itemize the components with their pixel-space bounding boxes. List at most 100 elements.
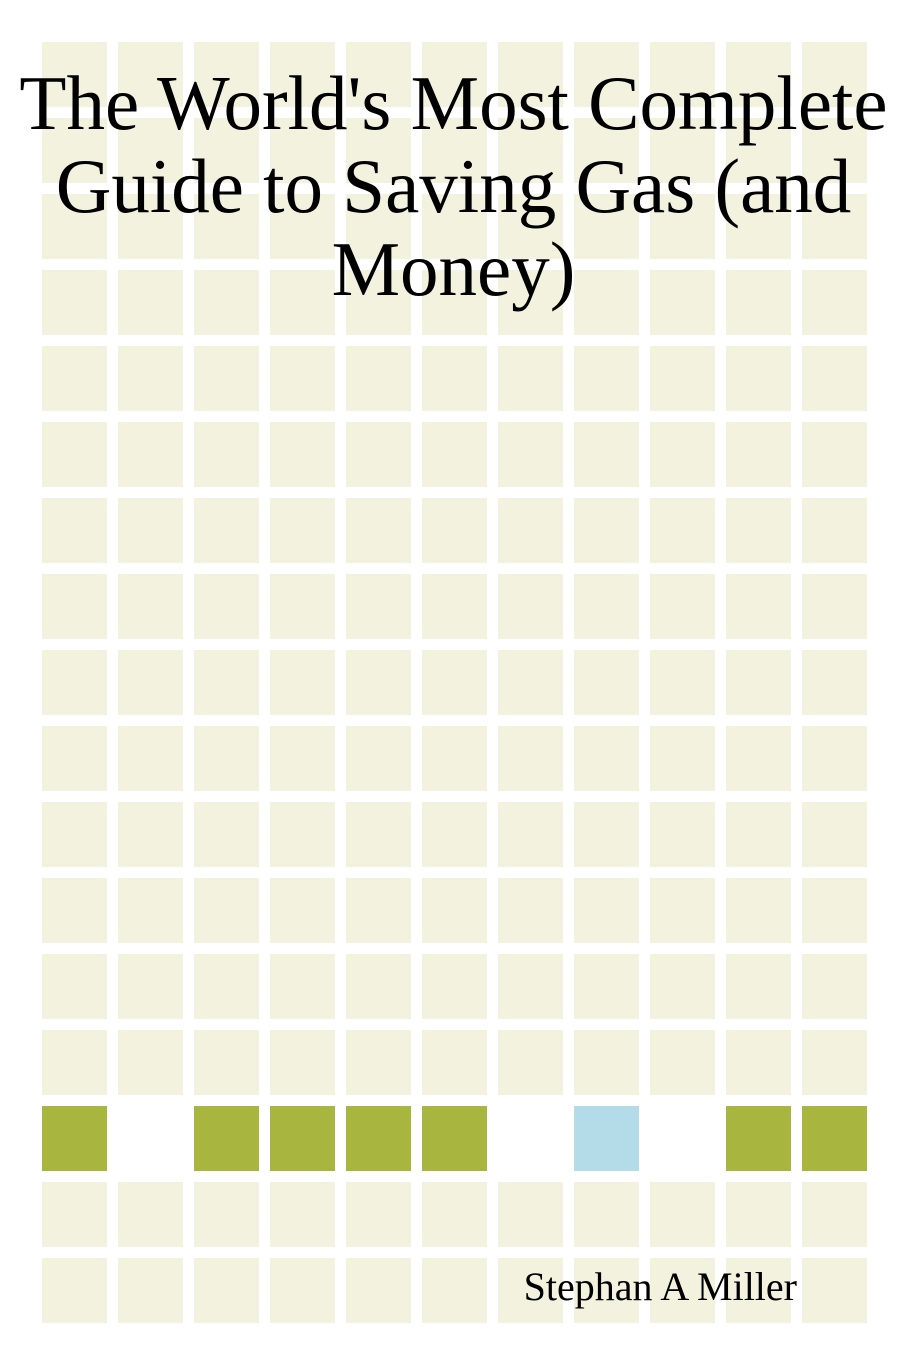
grid-tile (346, 422, 411, 487)
grid-tile (574, 1182, 639, 1247)
grid-tile (726, 346, 791, 411)
grid-tile (270, 1106, 335, 1171)
grid-tile (42, 650, 107, 715)
author-name: Stephan A Miller (524, 1263, 797, 1310)
grid-tile (802, 802, 867, 867)
grid-tile (42, 574, 107, 639)
grid-tile (802, 1182, 867, 1247)
grid-tile (270, 1258, 335, 1323)
grid-tile (194, 346, 259, 411)
grid-tile (42, 726, 107, 791)
grid-tile (650, 1106, 715, 1171)
grid-tile (118, 1258, 183, 1323)
grid-tile (726, 726, 791, 791)
grid-tile (574, 1030, 639, 1095)
grid-tile (726, 802, 791, 867)
grid-tile (726, 574, 791, 639)
grid-tile (422, 954, 487, 1019)
grid-tile (194, 498, 259, 563)
grid-tile (346, 574, 411, 639)
grid-tile (498, 422, 563, 487)
grid-tile (194, 1106, 259, 1171)
grid-tile (270, 650, 335, 715)
grid-tile (118, 954, 183, 1019)
grid-tile (726, 878, 791, 943)
grid-tile (498, 802, 563, 867)
grid-tile (650, 650, 715, 715)
grid-tile (118, 878, 183, 943)
grid-tile (118, 650, 183, 715)
grid-tile (194, 802, 259, 867)
grid-tile (574, 574, 639, 639)
grid-tile (42, 1258, 107, 1323)
grid-tile (118, 574, 183, 639)
grid-tile (346, 726, 411, 791)
grid-tile (498, 574, 563, 639)
grid-tile (194, 954, 259, 1019)
grid-tile (574, 1106, 639, 1171)
grid-tile (422, 1030, 487, 1095)
grid-tile (346, 1030, 411, 1095)
grid-tile (42, 954, 107, 1019)
grid-tile (498, 1106, 563, 1171)
grid-tile (422, 1182, 487, 1247)
grid-tile (346, 498, 411, 563)
grid-tile (498, 878, 563, 943)
grid-tile (42, 1182, 107, 1247)
grid-tile (346, 650, 411, 715)
grid-tile (422, 346, 487, 411)
grid-tile (422, 422, 487, 487)
grid-tile (802, 954, 867, 1019)
grid-tile (802, 422, 867, 487)
grid-tile (650, 498, 715, 563)
grid-tile (422, 878, 487, 943)
grid-tile (726, 498, 791, 563)
grid-tile (650, 802, 715, 867)
grid-tile (650, 422, 715, 487)
grid-tile (422, 802, 487, 867)
grid-tile (802, 878, 867, 943)
grid-tile (498, 954, 563, 1019)
grid-tile (346, 1182, 411, 1247)
grid-tile (194, 1030, 259, 1095)
grid-tile (726, 1182, 791, 1247)
grid-tile (574, 878, 639, 943)
grid-tile (422, 574, 487, 639)
grid-tile (346, 802, 411, 867)
grid-tile (118, 422, 183, 487)
grid-tile (346, 878, 411, 943)
grid-tile (802, 1106, 867, 1171)
grid-tile (270, 1182, 335, 1247)
grid-tile (194, 422, 259, 487)
grid-tile (118, 802, 183, 867)
grid-tile (118, 726, 183, 791)
grid-tile (802, 1030, 867, 1095)
grid-tile (650, 346, 715, 411)
grid-tile (498, 498, 563, 563)
grid-tile (42, 1030, 107, 1095)
grid-tile (574, 954, 639, 1019)
grid-tile (118, 498, 183, 563)
grid-tile (650, 1182, 715, 1247)
grid-tile (346, 1258, 411, 1323)
grid-tile (498, 1030, 563, 1095)
grid-tile (118, 346, 183, 411)
grid-tile (422, 1258, 487, 1323)
grid-tile (346, 346, 411, 411)
grid-tile (802, 498, 867, 563)
grid-tile (270, 346, 335, 411)
grid-tile (42, 802, 107, 867)
grid-tile (422, 1106, 487, 1171)
grid-tile (574, 422, 639, 487)
grid-tile (726, 1106, 791, 1171)
grid-tile (270, 574, 335, 639)
grid-tile (270, 878, 335, 943)
grid-tile (194, 574, 259, 639)
grid-tile (194, 1258, 259, 1323)
grid-tile (650, 726, 715, 791)
grid-tile (574, 802, 639, 867)
grid-tile (270, 422, 335, 487)
grid-tile (802, 650, 867, 715)
grid-tile (194, 878, 259, 943)
grid-tile (574, 650, 639, 715)
